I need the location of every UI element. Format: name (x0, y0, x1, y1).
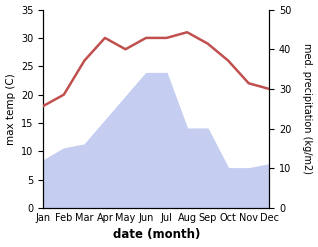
Y-axis label: med. precipitation (kg/m2): med. precipitation (kg/m2) (302, 43, 313, 174)
Y-axis label: max temp (C): max temp (C) (5, 73, 16, 145)
X-axis label: date (month): date (month) (113, 228, 200, 242)
